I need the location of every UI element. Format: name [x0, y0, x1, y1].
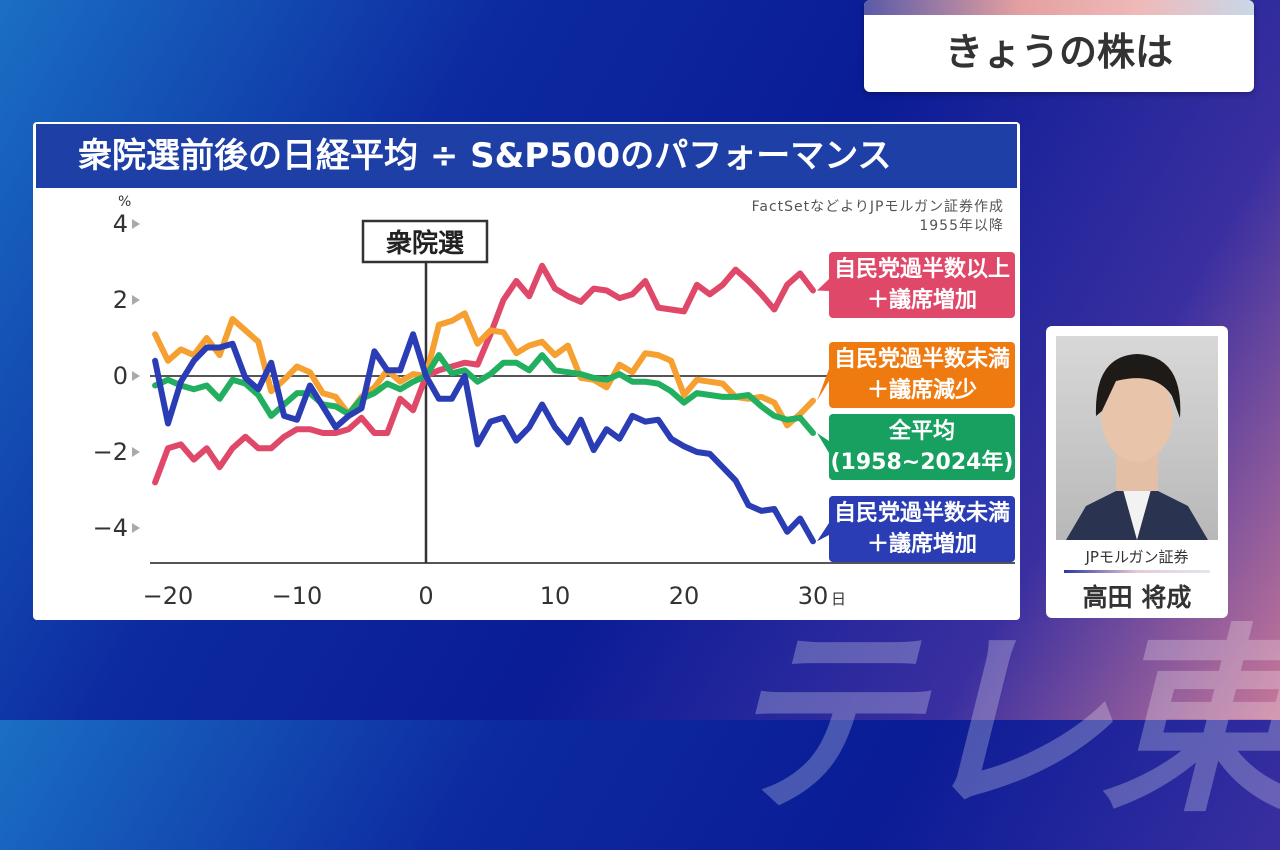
series-label-line1: 全平均 [888, 419, 955, 444]
guest-divider [1064, 570, 1210, 573]
series-label-line2: (1958~2024年) [830, 450, 1014, 475]
election-marker-box [361, 219, 489, 264]
series-line-4 [152, 331, 816, 545]
x-tick-label: 20 [669, 582, 700, 610]
series-line-1 [152, 262, 816, 486]
series-label-pointer [817, 523, 829, 542]
series-line-3 [152, 352, 816, 436]
guest-photo [1056, 336, 1218, 540]
series-label-3: 全平均 (1958~2024年) [829, 414, 1015, 480]
chart-source: FactSetなどよりJPモルガン証券作成 1955年以降 [752, 198, 1004, 236]
series-label-line2: ＋議席減少 [866, 378, 977, 403]
guest-name: 高田 将成 [1082, 583, 1192, 612]
y-tick-label: −4 [93, 514, 128, 542]
x-tick-label: −20 [143, 582, 194, 610]
series-line-2 [152, 310, 816, 429]
series-label-line2: ＋議席増加 [866, 532, 977, 557]
x-tick-label: 0 [418, 582, 433, 610]
guest-organization: JPモルガン証券 [1085, 548, 1189, 566]
election-marker-label: 衆院選 [386, 228, 464, 259]
program-title: きょうの株は [944, 30, 1173, 74]
source-line-2: 1955年以降 [919, 218, 1004, 234]
program-title-box: きょうの株は [864, 0, 1254, 92]
series-label-line1: 自民党過半数未満 [833, 501, 1010, 526]
y-tick-arrow-icon [132, 371, 140, 381]
source-line-1: FactSetなどよりJPモルガン証券作成 [751, 199, 1004, 215]
y-tick-label: 4 [113, 210, 128, 238]
series-label-1: 自民党過半数以上 ＋議席増加 [829, 252, 1015, 318]
series-label-pointer [817, 433, 829, 453]
x-tick-label: 30 [798, 582, 829, 610]
y-tick-arrow-icon [132, 447, 140, 457]
title-strip [864, 0, 1254, 15]
y-tick-arrow-icon [132, 295, 140, 305]
x-axis-unit: 日 [831, 590, 846, 608]
y-tick-label: 2 [113, 286, 128, 314]
series-label-2: 自民党過半数未満 ＋議席減少 [829, 342, 1015, 408]
series-label-line1: 自民党過半数以上 [833, 257, 1010, 282]
series-label-line1: 自民党過半数未満 [833, 347, 1010, 372]
x-tick-label: 10 [540, 582, 571, 610]
series-label-pointer [817, 369, 829, 401]
y-tick-label: −2 [93, 438, 128, 466]
chart-title: 衆院選前後の日経平均 ÷ S&P500のパフォーマンス [36, 124, 1017, 188]
y-tick-arrow-icon [132, 219, 140, 229]
x-tick-label: −10 [272, 582, 323, 610]
series-label-4: 自民党過半数未満 ＋議席増加 [829, 496, 1015, 562]
guest-card: JPモルガン証券 高田 将成 [1046, 326, 1228, 618]
y-tick-arrow-icon [132, 523, 140, 533]
series-label-pointer [817, 279, 829, 291]
series-label-line2: ＋議席増加 [866, 288, 977, 313]
y-tick-label: 0 [113, 362, 128, 390]
line-chart: 衆院選%420−2−4−20 −10 0 10 20 30 日 [93, 194, 1015, 610]
y-axis-unit: % [118, 194, 131, 210]
